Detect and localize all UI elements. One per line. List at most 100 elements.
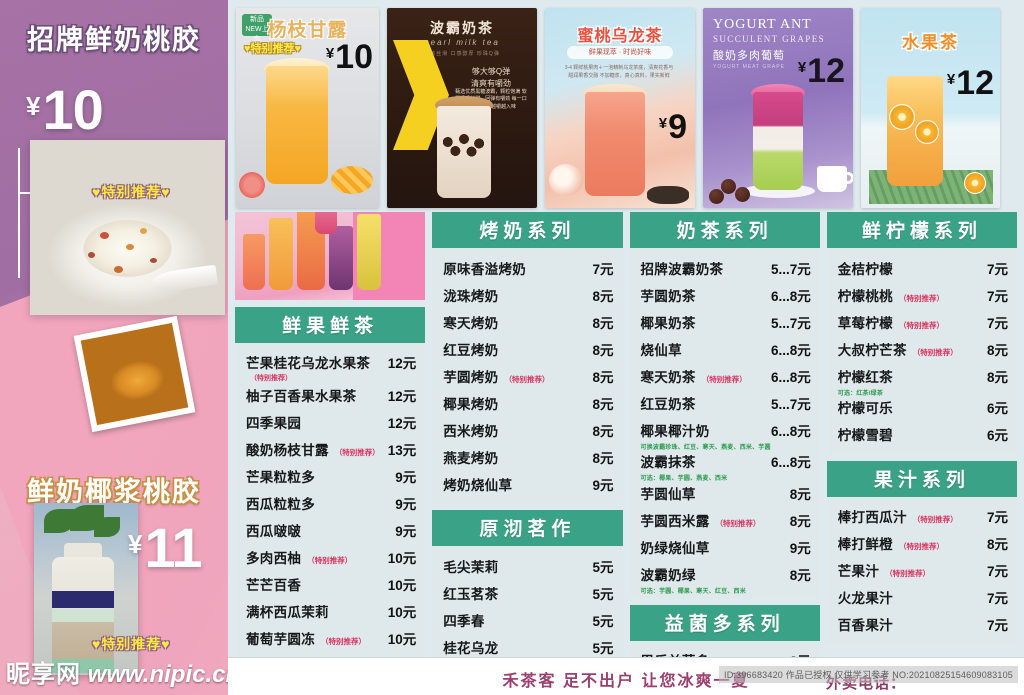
menu-item-left: 椰果烤奶 xyxy=(443,393,498,413)
promo-card-fruit-tea[interactable]: 水果茶 ¥12 xyxy=(861,8,1000,208)
section-header: 奶茶系列 xyxy=(629,212,820,248)
menu-item-row: 火龙果汁 7元 xyxy=(838,584,1008,611)
menu-item-price: 10元 xyxy=(387,550,417,566)
menu-item-row: 芒芒百香 10元 xyxy=(246,570,416,597)
menu-item-row: 红豆奶茶 5...7元 xyxy=(641,389,811,416)
price-amount: 10 xyxy=(335,38,373,76)
section-items: 毛尖茉莉 5元 红玉茗茶 5元 四季春 5元 桂花乌龙 5元 xyxy=(432,546,622,666)
lemon-slice xyxy=(915,120,939,144)
menu-item-name: 椰果椰汁奶 xyxy=(640,423,710,439)
menu-item-name: 四季果园 xyxy=(246,415,302,431)
menu-item-price: 7元 xyxy=(986,591,1008,606)
menu-item-left: 棒打鲜橙 （特别推荐） xyxy=(838,533,944,553)
promo-card-peach-oolong[interactable]: 蜜桃乌龙茶 鲜果现萃 · 时尚好味 3-4 颗鲜桃果肉＋一泡精制乌龙茶底，清爽花… xyxy=(545,8,695,208)
menu-item-price: 8元 xyxy=(789,567,811,583)
menu-column-4: 鲜柠檬系列 金桔柠檬 7元 柠檬桃桃 （特别推荐） 7元 草莓柠檬 （特别推荐） 7元 大叔柠芒… xyxy=(826,212,1017,657)
menu-item-left: 柠檬红茶 xyxy=(838,366,893,386)
menu-item-row: 招牌波霸奶茶 5...7元 xyxy=(641,254,811,281)
menu-item-price: 8元 xyxy=(986,369,1008,385)
menu-item-recommend-badge: （特别推荐） xyxy=(504,374,550,384)
menu-card-yuanqi-mingzuo: 原沏茗作 毛尖茉莉 5元 红玉茗茶 5元 四季春 5元 桂花乌龙 5元 xyxy=(432,510,623,666)
menu-item-price: 8元 xyxy=(592,342,614,358)
menu-item-price: 12元 xyxy=(387,356,417,371)
price-amount: 11 xyxy=(144,516,202,579)
menu-item-price: 8元 xyxy=(592,423,614,439)
section-items: 金桔柠檬 7元 柠檬桃桃 （特别推荐） 7元 草莓柠檬 （特别推荐） 7元 大叔柠芒茶 （特别推荐… xyxy=(827,248,1017,454)
promo-card-yangzhi-ganlu[interactable]: 新品NEW上市 杨枝甘露 ♥特别推荐♥ ¥10 xyxy=(236,8,379,208)
section-items: 原味香溢烤奶 7元 泷珠烤奶 8元 寒天烤奶 8元 红豆烤奶 8元 芋圆烤奶 （特别推荐） 8元 椰果… xyxy=(432,248,622,503)
menu-item-price: 7元 xyxy=(986,618,1008,633)
menu-item-name: 烧仙草 xyxy=(640,342,682,358)
menu-item-name: 芒果粒粒多 xyxy=(246,469,315,485)
menu-item-price: 5...7元 xyxy=(770,261,811,277)
menu-item-name: 多肉西柚 xyxy=(246,550,302,566)
menu-item-row: 椰果椰汁奶 6...8元 可换波霸珍珠、红豆、寒天、燕麦、西米、芋圆 xyxy=(640,416,811,451)
menu-item-left: 泷珠烤奶 xyxy=(443,285,498,305)
section-header: 烤奶系列 xyxy=(432,212,623,248)
lemon-slice xyxy=(889,104,915,130)
promo-card-yogurt-grapes[interactable]: YOGURT ANT SUCCULENT GRAPES 酸奶多肉葡萄 YOGUR… xyxy=(703,8,853,208)
menu-card-xianningmeng: 鲜柠檬系列 金桔柠檬 7元 柠檬桃桃 （特别推荐） 7元 草莓柠檬 （特别推荐） 7元 大叔柠芒… xyxy=(826,212,1017,454)
menu-item-name: 椰果烤奶 xyxy=(443,396,499,412)
menu-item-price: 8元 xyxy=(789,513,811,529)
menu-item-price: 5元 xyxy=(592,586,614,602)
menu-item-name: 大叔柠芒茶 xyxy=(837,342,907,358)
promo-title-en-secondary: SUCCULENT GRAPES xyxy=(713,34,825,44)
menu-item-left: 百香果汁 xyxy=(838,614,893,634)
menu-item-left: 火龙果汁 xyxy=(838,587,893,607)
menu-item-name: 波霸抹茶 xyxy=(640,455,696,470)
menu-item-price: 6...8元 xyxy=(770,423,811,439)
menu-item-name: 芒果汁 xyxy=(837,564,880,579)
menu-item-row: 芒果粒粒多 9元 xyxy=(246,462,416,489)
menu-item-name: 寒天烤奶 xyxy=(443,315,499,331)
menu-item-price: 8元 xyxy=(592,396,614,412)
menu-item-price: 6...8元 xyxy=(770,455,811,470)
menu-item-price: 10元 xyxy=(387,577,417,593)
watermark-url-text: www.nipic.cn xyxy=(87,661,228,688)
menu-item-name: 百香果汁 xyxy=(837,618,893,633)
menu-item-name: 柠檬桃桃 xyxy=(837,288,893,304)
menu-item-row: 四季春 5元 xyxy=(443,606,613,633)
promo-card-pearl-milk-tea[interactable]: 波霸奶茶 pearl milk tea 香浓丝滑 口感醇厚 珍珠Q弹 够大够Q弹… xyxy=(387,8,537,208)
menu-column-2: 烤奶系列 原味香溢烤奶 7元 泷珠烤奶 8元 寒天烤奶 8元 红豆烤奶 8元 芋圆烤奶 （特别推荐… xyxy=(432,212,623,666)
drink-cup xyxy=(753,92,803,190)
menu-item-row: 金桔柠檬 7元 xyxy=(838,254,1008,281)
menu-item-left: 西瓜啵啵 xyxy=(246,520,301,540)
menu-item-row: 芋圆西米露 （特别推荐） 8元 xyxy=(641,506,811,533)
menu-item-row: 原味香溢烤奶 7元 xyxy=(443,254,613,281)
menu-item-name: 西瓜啵啵 xyxy=(246,523,302,539)
menu-item-left: 红豆烤奶 xyxy=(443,339,498,359)
menu-item-left: 大叔柠芒茶 （特别推荐） xyxy=(838,339,958,359)
price-amount: 12 xyxy=(956,64,994,102)
price-amount: 12 xyxy=(807,52,845,90)
menu-item-price: 12元 xyxy=(387,388,417,404)
menu-item-row: 桂花乌龙 5元 xyxy=(443,633,613,660)
menu-item-row: 西瓜粒粒多 9元 xyxy=(246,489,416,516)
left-feature-title-bottom: 鲜奶椰浆桃胶 xyxy=(27,477,201,507)
menu-card-guozhi: 果汁系列 棒打西瓜汁 （特别推荐） 7元 棒打鲜橙 （特别推荐） 8元 芒果汁 （特别推荐） 7… xyxy=(826,460,1017,644)
promo-small-text: YOGURT MEAT GRAPE xyxy=(713,64,785,70)
menu-item-price: 9元 xyxy=(395,496,417,512)
promo-copy: 3-4 颗鲜桃果肉＋一泡精制乌龙茶底，清爽花香与甜润果香交融 不加糖浆，真心真料… xyxy=(564,65,674,79)
menu-item-price: 9元 xyxy=(789,540,811,556)
menu-item-name: 椰果奶茶 xyxy=(640,315,696,331)
menu-item-row: 芋圆奶茶 6...8元 xyxy=(641,281,811,308)
menu-item-price: 8元 xyxy=(592,450,614,466)
menu-item-left: 芋圆西米露 （特别推荐） xyxy=(641,510,761,530)
spoon xyxy=(151,264,219,294)
drink-cup xyxy=(266,66,328,184)
menu-item-price: 12元 xyxy=(387,415,417,431)
left-feature-price-top: ¥10 xyxy=(26,82,104,138)
menu-item-name: 满杯西瓜茉莉 xyxy=(246,604,329,620)
menu-item-name: 招牌波霸奶茶 xyxy=(640,261,724,277)
coffee-mug xyxy=(817,166,853,192)
menu-item-name: 寒天奶茶 xyxy=(640,369,696,385)
photo-peach-gum-bowl xyxy=(30,140,225,315)
boba-pearls xyxy=(437,130,491,160)
promo-title-cn: 酸奶多肉葡萄 xyxy=(713,50,785,62)
menu-item-name: 柚子百香果水果茶 xyxy=(246,388,357,404)
menu-item-left: 棒打西瓜汁 （特别推荐） xyxy=(838,506,958,526)
menu-item-left: 红玉茗茶 xyxy=(443,583,498,603)
menu-item-name: 芋圆烤奶 xyxy=(443,369,499,385)
menu-item-row: 寒天烤奶 8元 xyxy=(443,308,613,335)
